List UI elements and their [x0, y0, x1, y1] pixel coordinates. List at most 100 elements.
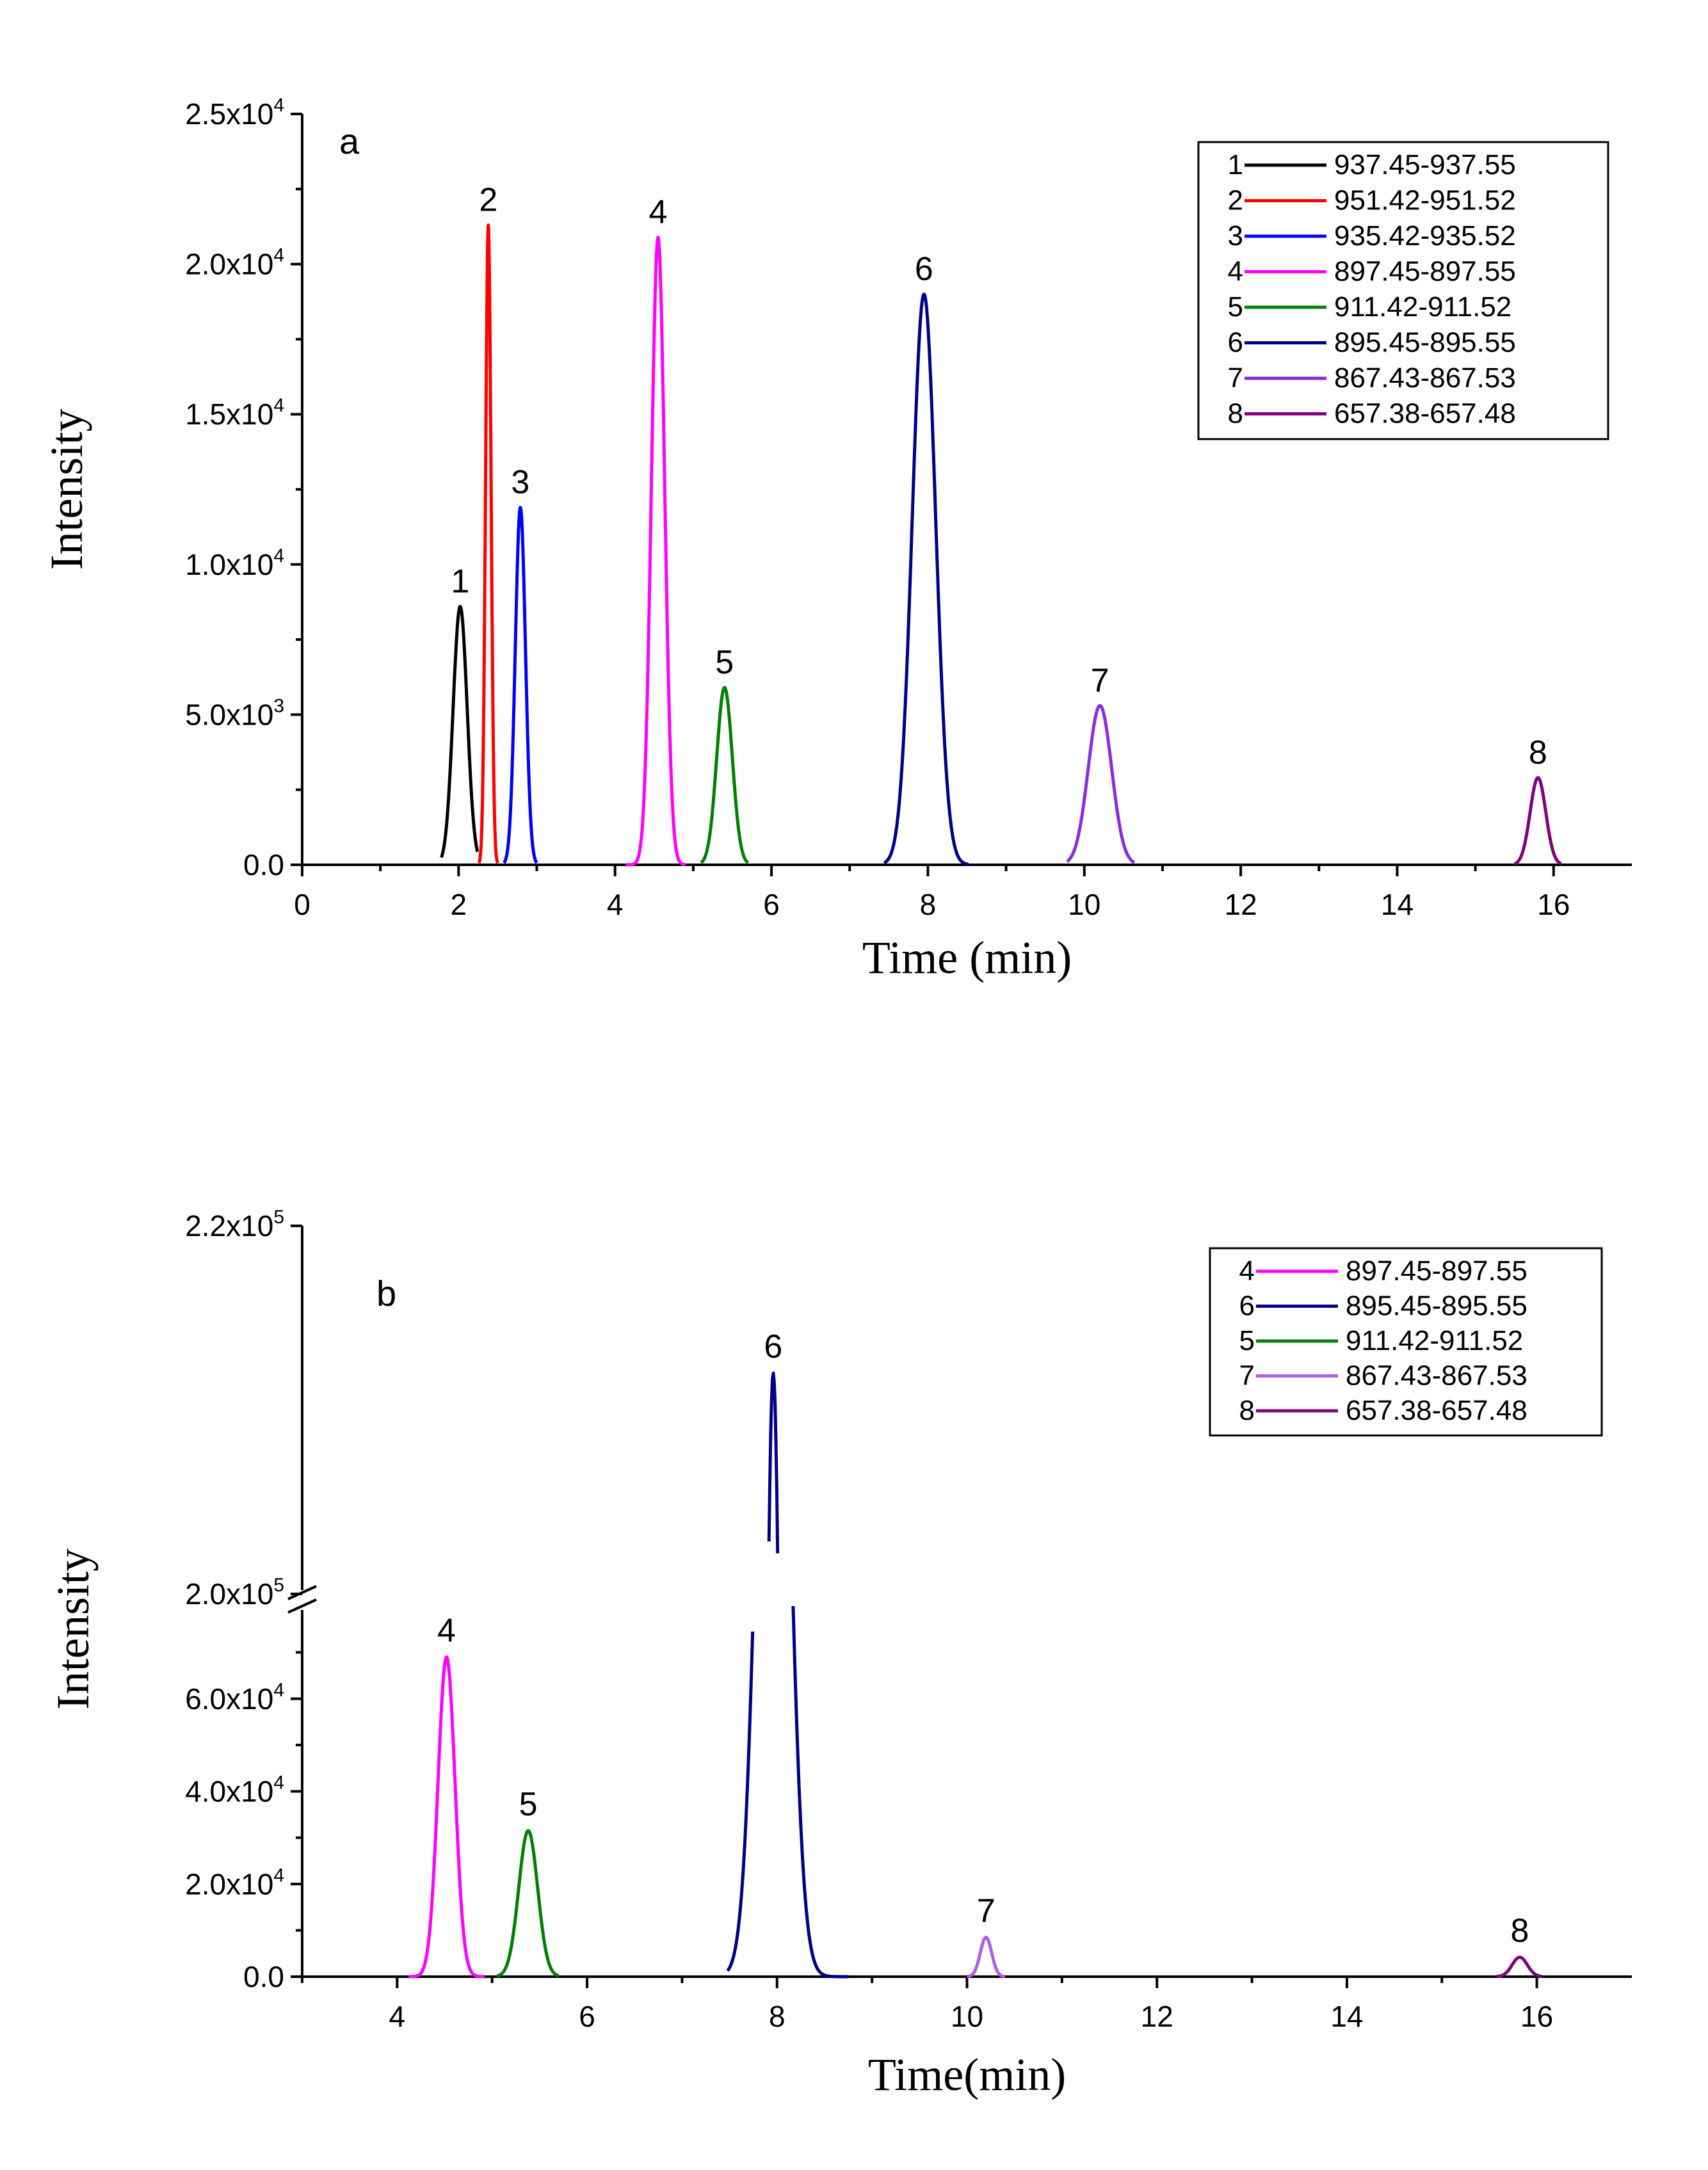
y-tick-label-mantissa: 5.0x10 — [185, 698, 273, 731]
peak-label-7: 7 — [1091, 662, 1109, 699]
legend-label-4: 897.45-897.55 — [1334, 256, 1516, 287]
x-tick-label: 6 — [763, 888, 780, 921]
legend-id-1: 1 — [1228, 149, 1243, 181]
x-axis-title: Time (min) — [862, 932, 1072, 983]
peak-label-6: 6 — [764, 1328, 782, 1365]
y-tick-label-exponent: 5 — [273, 1575, 284, 1596]
y-tick-label-mantissa: 2.0x10 — [185, 1867, 273, 1901]
legend-label-2: 951.42-951.52 — [1334, 185, 1516, 216]
legend-label-6: 895.45-895.55 — [1334, 327, 1516, 358]
legend-id-7: 7 — [1239, 1360, 1255, 1392]
legend-label-4: 897.45-897.55 — [1346, 1255, 1527, 1287]
y-tick-label-exponent: 3 — [273, 695, 284, 716]
panel-letter: b — [376, 1273, 396, 1314]
peak-label-8: 8 — [1529, 734, 1547, 771]
y-tick-label-mantissa: 2.5x10 — [185, 97, 273, 131]
x-tick-label: 8 — [920, 888, 937, 921]
legend-label-5: 911.42-911.52 — [1346, 1325, 1523, 1356]
peak-label-5: 5 — [715, 644, 734, 681]
y-tick-label: 0.0 — [243, 848, 284, 881]
legend-id-8: 8 — [1239, 1395, 1255, 1426]
y-tick-label-exponent: 5 — [273, 1207, 284, 1228]
y-axis-title: Intensity — [47, 1548, 99, 1710]
chart-panel-b: 4 6 8 10 12 14 160.02.0x1044.0x1046.0x1042.0x1… — [47, 1207, 1632, 2100]
x-tick-label: 2 — [451, 888, 467, 921]
peak-trace-4 — [625, 236, 687, 867]
legend-label-8: 657.38-657.48 — [1346, 1395, 1527, 1426]
x-tick-label: 12 — [1225, 888, 1257, 921]
x-tick-label: 6 — [579, 2000, 595, 2033]
peak-label-8: 8 — [1510, 1913, 1529, 1950]
legend-id-8: 8 — [1228, 398, 1243, 430]
legend-id-5: 5 — [1239, 1325, 1255, 1356]
legend-label-7: 867.43-867.53 — [1334, 362, 1516, 394]
legend-label-1: 937.45-937.55 — [1334, 149, 1516, 181]
legend-label-3: 935.42-935.52 — [1334, 220, 1516, 252]
legend-id-4: 4 — [1228, 256, 1243, 287]
peak-label-3: 3 — [511, 464, 529, 501]
legend-label-8: 657.38-657.48 — [1334, 398, 1516, 430]
y-tick-label-mantissa: 4.0x10 — [185, 1775, 273, 1808]
legend-label-6: 895.45-895.55 — [1346, 1290, 1527, 1322]
peak-trace-7 — [965, 1936, 1006, 1979]
legend-id-7: 7 — [1228, 362, 1243, 394]
x-tick-label: 16 — [1520, 2000, 1553, 2033]
y-tick-label: 2.2x105 — [185, 1207, 284, 1242]
legend-id-2: 2 — [1228, 185, 1243, 216]
y-tick-label-exponent: 4 — [273, 245, 284, 266]
peak-trace-5 — [495, 1829, 560, 1978]
x-tick-label: 8 — [769, 2000, 786, 2033]
legend-id-4: 4 — [1239, 1255, 1255, 1287]
x-tick-label: 4 — [607, 888, 624, 921]
y-tick-label-exponent: 4 — [273, 95, 284, 116]
peak-label-2: 2 — [479, 182, 497, 219]
x-tick-label: 10 — [951, 2000, 983, 2033]
x-axis-title: Time(min) — [868, 2049, 1066, 2100]
peak-label-1: 1 — [451, 563, 469, 600]
y-tick-label: 2.0x104 — [185, 245, 284, 281]
peak-trace-4 — [407, 1655, 486, 1979]
peak-label-5: 5 — [519, 1786, 538, 1823]
peak-trace-1 — [440, 605, 479, 858]
x-tick-label: 4 — [389, 2000, 406, 2033]
peak-trace-6 — [767, 1371, 780, 1554]
y-tick-label-exponent: 4 — [273, 1772, 284, 1794]
x-tick-label: 14 — [1330, 2000, 1363, 2033]
axis-break-mark — [287, 1598, 317, 1614]
y-tick-label-mantissa: 0.0 — [243, 1960, 284, 1993]
legend-id-6: 6 — [1239, 1290, 1255, 1322]
y-tick-label: 6.0x104 — [185, 1680, 284, 1716]
legend-box — [1197, 141, 1609, 440]
chart-panel-a: 0 2 4 6 8 10 12 14 160.05.0x1031.0x1041.5x1042.0… — [41, 95, 1632, 983]
legend-id-6: 6 — [1228, 327, 1243, 358]
x-tick-label: 14 — [1381, 888, 1414, 921]
peak-trace-3 — [503, 506, 538, 864]
peak-label-4: 4 — [649, 193, 667, 230]
y-tick-label: 0.0 — [243, 1960, 284, 1993]
legend-id-3: 3 — [1228, 220, 1243, 252]
y-tick-label: 1.5x104 — [185, 395, 284, 431]
y-tick-label: 2.5x104 — [185, 95, 284, 131]
peak-trace-8 — [1513, 776, 1563, 865]
y-tick-label-mantissa: 1.0x10 — [185, 548, 273, 581]
peak-trace-8 — [1495, 1956, 1543, 1979]
y-tick-label: 2.0x104 — [185, 1865, 284, 1901]
y-tick-label-exponent: 4 — [273, 545, 284, 567]
peak-trace-6 — [726, 1631, 755, 1972]
y-tick-label: 5.0x103 — [185, 695, 284, 731]
y-tick-label: 1.0x104 — [185, 545, 284, 581]
x-tick-label: 0 — [294, 888, 310, 921]
y-axis-title: Intensity — [41, 409, 92, 570]
y-tick-label-mantissa: 2.2x10 — [185, 1209, 273, 1242]
peak-trace-5 — [700, 686, 750, 864]
y-tick-label: 4.0x104 — [185, 1772, 284, 1808]
peak-trace-7 — [1066, 703, 1136, 864]
x-tick-label: 10 — [1068, 888, 1100, 921]
y-tick-label-exponent: 4 — [273, 1680, 284, 1701]
y-tick-label-mantissa: 2.0x10 — [185, 1577, 273, 1611]
x-tick-label: 16 — [1537, 888, 1570, 921]
y-tick-label-mantissa: 1.5x10 — [185, 398, 273, 431]
peak-label-4: 4 — [437, 1612, 456, 1650]
y-tick-label: 2.0x105 — [185, 1575, 284, 1611]
